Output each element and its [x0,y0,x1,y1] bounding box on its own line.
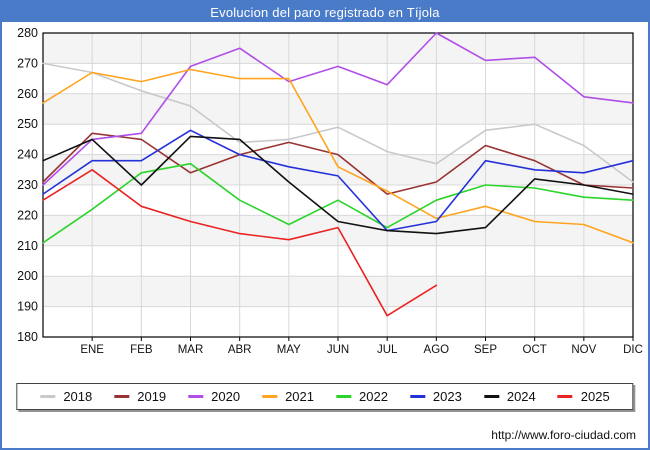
series-line-2020 [42,32,634,186]
legend-label: 2020 [211,389,241,404]
legend-swatch-2019 [114,395,130,398]
y-axis-tick-label: 200 [17,269,38,283]
legend-item-2021: 2021 [262,389,314,404]
x-axis-tick-label: DIC [623,344,643,356]
y-axis-tick-label: 270 [17,56,38,70]
legend-label: 2025 [580,389,610,404]
series-line-2023 [42,129,634,232]
legend: 2018 2019 2020 2021 2022 2023 2024 2025 [16,383,634,410]
chart-title: Evolucion del paro registrado en Tíjola [210,4,440,20]
legend-swatch-2023 [409,395,425,398]
legend-label: 2023 [432,389,462,404]
series-line-2018 [42,62,634,183]
legend-item-2024: 2024 [483,389,536,404]
y-axis-tick-label: 180 [17,330,38,344]
y-axis-tick-label: 240 [17,148,38,162]
x-axis-tick-label: ABR [228,344,252,356]
legend-swatch-2024 [483,395,499,398]
legend-swatch-2025 [557,395,573,398]
footer-url: http://www.foro-ciudad.com [491,428,636,442]
y-axis-tick-label: 230 [17,178,38,192]
y-axis-tick-label: 210 [17,239,38,253]
legend-item-2023: 2023 [409,389,462,404]
legend-label: 2021 [285,389,314,404]
x-axis-tick-label: JUN [327,344,349,356]
y-axis-tick-label: 250 [17,117,38,131]
y-axis-tick-label: 280 [17,26,38,40]
series-line-2019 [42,132,634,195]
x-axis-tick-label: MAY [277,344,301,356]
y-axis-tick-label: 220 [17,208,38,222]
legend-label: 2022 [359,389,388,404]
legend-swatch-2018 [40,395,56,398]
series-line-2021 [42,68,634,244]
series-line-2024 [42,135,634,235]
chart-title-bar: Evolucion del paro registrado en Tíjola [2,2,648,22]
legend-swatch-2020 [188,395,204,398]
series-line-2025 [42,169,438,317]
legend-label: 2018 [63,389,93,404]
y-axis-tick-label: 190 [17,300,38,314]
x-axis-tick-label: NOV [571,344,596,356]
legend-label: 2024 [506,389,536,404]
x-axis-tick-label: AGO [424,344,450,356]
x-axis-tick-label: MAR [178,344,204,356]
legend-item-2020: 2020 [188,389,240,404]
x-axis-tick-label: SEP [474,344,497,356]
series-line-2022 [42,162,634,244]
legend-item-2022: 2022 [336,389,388,404]
x-axis-tick-label: JUL [377,344,398,356]
x-axis-tick-label: ENE [80,344,104,356]
legend-item-2025: 2025 [557,389,610,404]
legend-item-2019: 2019 [114,389,166,404]
legend-swatch-2022 [336,395,351,398]
legend-item-2018: 2018 [40,389,92,404]
x-axis-tick-label: OCT [523,344,547,356]
x-axis-tick-label: FEB [130,344,153,356]
legend-label: 2019 [137,389,167,404]
y-axis-tick-label: 260 [17,87,38,101]
legend-swatch-2021 [262,395,278,398]
